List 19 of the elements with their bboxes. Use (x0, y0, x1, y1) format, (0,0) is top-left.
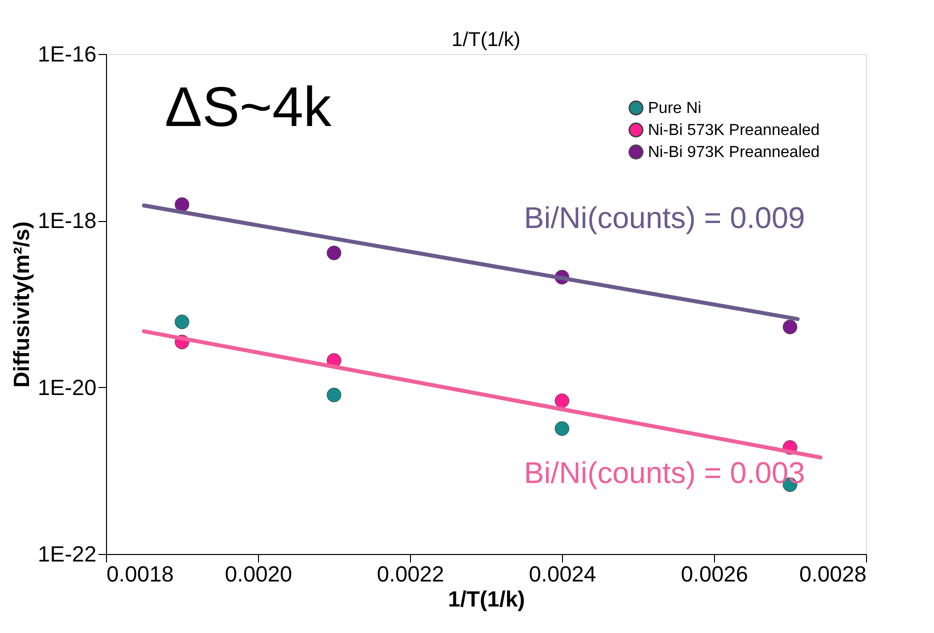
annotation: Bi/Ni(counts) = 0.009 (524, 202, 805, 235)
x-tick-label: 0.0026 (680, 562, 748, 586)
annotation: Bi/Ni(counts) = 0.003 (524, 457, 805, 490)
x-axis-title: 1/T(1/k) (448, 586, 526, 612)
y-tick-label: 1E-20 (38, 374, 96, 400)
x-tick-label: 0.0018 (106, 562, 174, 586)
legend-label: Ni-Bi 573K Preannealed (648, 122, 820, 139)
annotation: ΔS~4k (164, 75, 332, 138)
legend-label: Ni-Bi 973K Preannealed (648, 144, 820, 161)
y-tick-label: 1E-18 (38, 208, 96, 234)
y-tick-label: 1E-22 (38, 542, 96, 566)
x-tick-label: 0.0022 (376, 562, 444, 586)
y-tick-label: 1E-16 (38, 42, 96, 66)
legend-label: Pure Ni (648, 100, 702, 117)
y-axis-title: Diffusivity(m²/s) (8, 221, 34, 388)
x-tick-label: 0.0020 (224, 562, 292, 586)
x-tick-label: 0.0024 (528, 562, 596, 586)
x2-axis-title: 1/T(1/k) (452, 29, 520, 51)
x-tick-label: 0.0028 (799, 562, 866, 586)
